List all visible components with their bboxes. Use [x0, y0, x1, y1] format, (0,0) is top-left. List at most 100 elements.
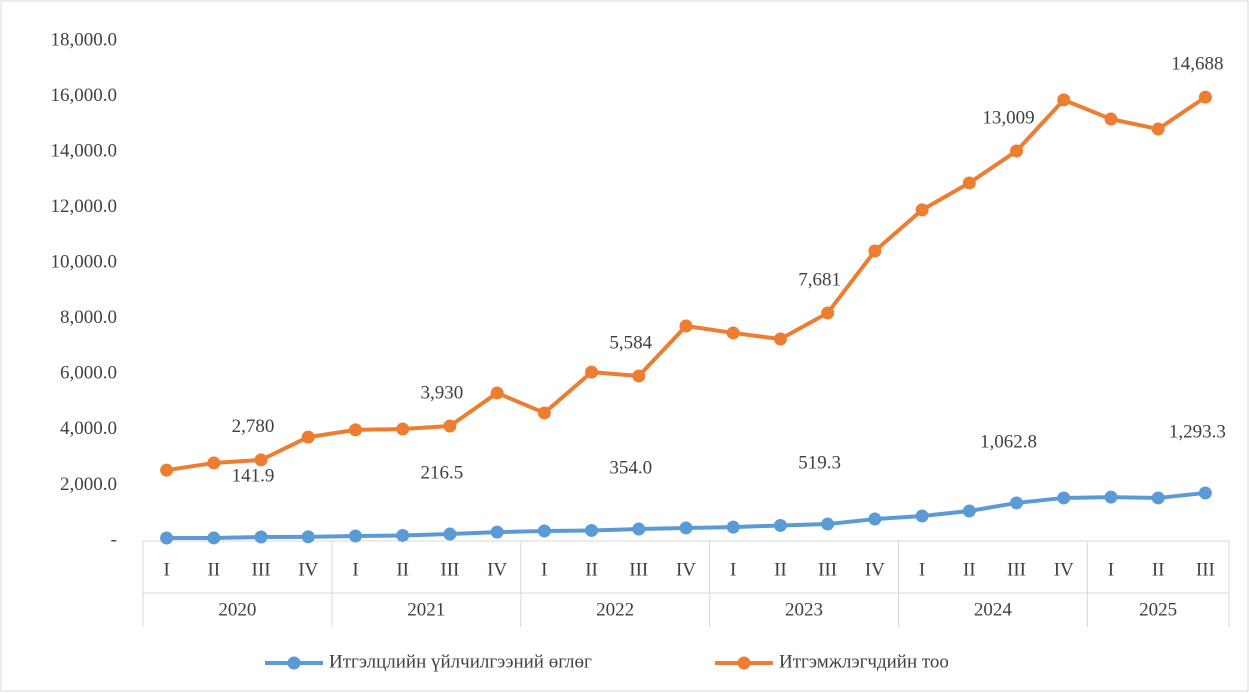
data-point	[537, 524, 551, 538]
y-tick-label: 2,000.0	[60, 474, 117, 495]
group-label: 2023	[785, 599, 823, 620]
data-label: 354.0	[609, 457, 652, 478]
data-point	[1057, 93, 1071, 107]
data-point	[632, 522, 646, 536]
x-tick-label: III	[1007, 559, 1026, 580]
data-point	[490, 386, 504, 400]
data-point	[207, 456, 221, 470]
data-label: 141.9	[232, 465, 275, 486]
data-point	[490, 525, 504, 539]
data-label: 5,584	[609, 332, 652, 353]
y-tick-label: 8,000.0	[60, 307, 117, 328]
data-point	[679, 521, 693, 535]
data-point	[1104, 490, 1118, 504]
y-tick-label: 16,000.0	[51, 85, 118, 106]
data-point	[585, 523, 599, 537]
legend-label: Итгэмжлэгчдийн тоо	[779, 651, 949, 672]
x-tick-label: IV	[487, 559, 507, 580]
data-point	[254, 453, 268, 467]
data-point	[868, 512, 882, 526]
data-point	[301, 430, 315, 444]
data-point	[207, 531, 221, 545]
data-label: 3,930	[421, 382, 464, 403]
data-point	[773, 332, 787, 346]
data-point	[396, 422, 410, 436]
y-tick-label: 14,000.0	[51, 140, 118, 161]
x-tick-label: III	[1196, 559, 1215, 580]
x-tick-label: III	[818, 559, 837, 580]
data-point	[1151, 122, 1165, 136]
data-point	[1010, 144, 1024, 158]
data-point	[1104, 112, 1118, 126]
y-tick-label: 10,000.0	[51, 252, 118, 273]
x-tick-label: II	[963, 559, 976, 580]
data-point	[821, 306, 835, 320]
data-point	[726, 326, 740, 340]
group-label: 2021	[407, 599, 445, 620]
y-tick-label: 12,000.0	[51, 196, 118, 217]
x-tick-label: II	[585, 559, 598, 580]
x-tick-label: III	[440, 559, 459, 580]
x-tick-label: I	[730, 559, 736, 580]
data-point	[1057, 491, 1071, 505]
y-tick-label: 6,000.0	[60, 363, 117, 384]
data-point	[1010, 496, 1024, 510]
x-tick-label: II	[207, 559, 220, 580]
data-point	[868, 244, 882, 258]
x-tick-label: III	[252, 559, 271, 580]
data-point	[585, 365, 599, 379]
data-point	[915, 203, 929, 217]
data-label: 7,681	[798, 269, 841, 290]
data-point	[443, 527, 457, 541]
x-tick-label: IV	[1054, 559, 1074, 580]
data-point	[537, 406, 551, 420]
data-point	[1198, 486, 1212, 500]
group-label: 2024	[974, 599, 1013, 620]
data-point	[1198, 90, 1212, 104]
x-tick-label: IV	[298, 559, 318, 580]
x-tick-label: II	[396, 559, 409, 580]
data-point	[160, 531, 174, 545]
x-tick-label: I	[541, 559, 547, 580]
data-point	[301, 530, 315, 544]
x-tick-label: I	[163, 559, 169, 580]
data-label: 2,780	[232, 416, 275, 437]
group-label: 2022	[596, 599, 634, 620]
data-point	[726, 520, 740, 534]
data-point	[443, 419, 457, 433]
x-tick-label: IV	[865, 559, 885, 580]
data-label: 13,009	[982, 107, 1034, 128]
data-point	[160, 463, 174, 477]
data-point	[915, 509, 929, 523]
data-point	[962, 504, 976, 518]
data-point	[679, 319, 693, 333]
x-tick-label: I	[1108, 559, 1114, 580]
data-point	[348, 529, 362, 543]
group-label: 2025	[1139, 599, 1177, 620]
legend-marker	[287, 656, 301, 670]
x-tick-label: II	[774, 559, 787, 580]
data-point	[1151, 491, 1165, 505]
x-tick-label: I	[919, 559, 925, 580]
data-point	[962, 176, 976, 190]
y-tick-label: 4,000.0	[60, 418, 117, 439]
y-tick-label: 18,000.0	[51, 29, 118, 50]
data-label: 1,293.3	[1169, 421, 1226, 442]
data-label: 1,062.8	[980, 431, 1037, 452]
x-tick-label: II	[1152, 559, 1165, 580]
data-point	[773, 518, 787, 532]
x-tick-label: IV	[676, 559, 696, 580]
group-label: 2020	[218, 599, 256, 620]
x-tick-label: III	[629, 559, 648, 580]
data-label: 519.3	[798, 452, 841, 473]
x-tick-label: I	[352, 559, 358, 580]
legend-marker	[737, 656, 751, 670]
data-point	[254, 530, 268, 544]
data-point	[396, 528, 410, 542]
data-label: 216.5	[421, 462, 464, 483]
y-tick-label: -	[111, 529, 117, 550]
legend-label: Итгэлцлийн үйлчилгээний өглөг	[329, 651, 592, 672]
data-point	[632, 369, 646, 383]
